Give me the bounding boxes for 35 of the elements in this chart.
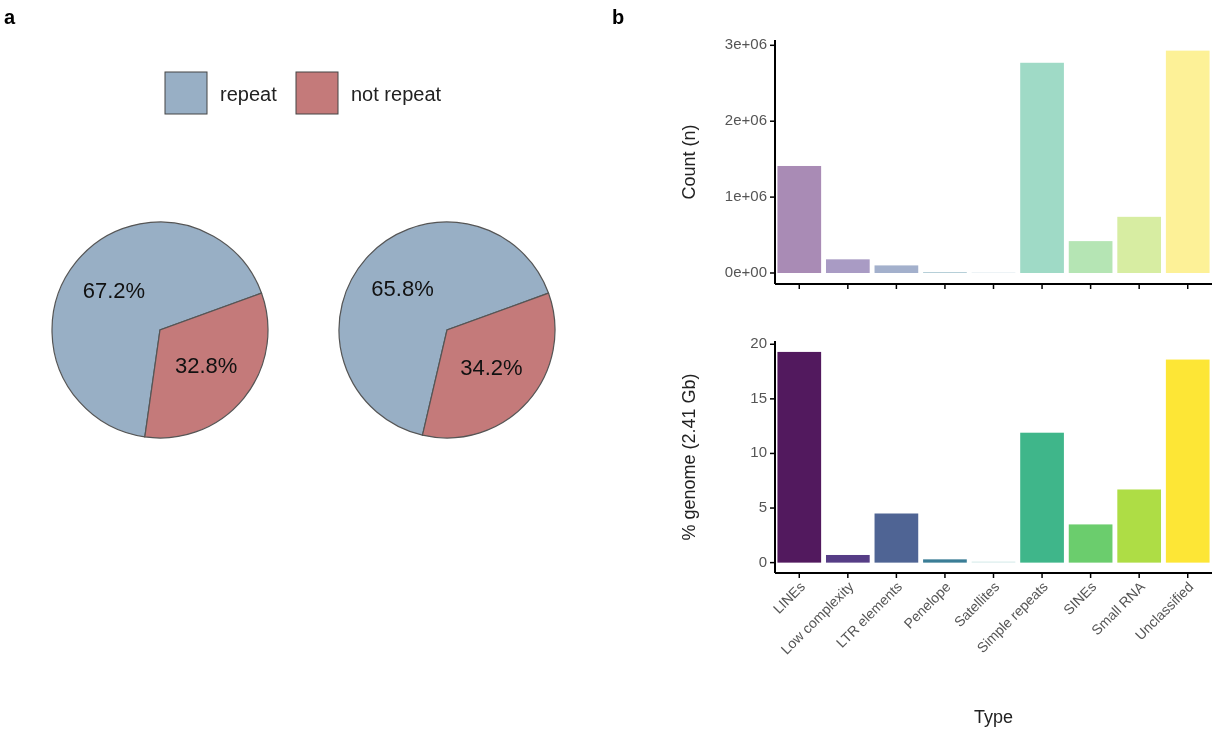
legend-label: repeat xyxy=(220,83,278,105)
y-tick-label: 15 xyxy=(750,388,767,406)
bar xyxy=(777,165,822,273)
bar xyxy=(1068,524,1113,563)
bar xyxy=(825,554,870,563)
y-tick-label: 0 xyxy=(758,552,767,570)
bar xyxy=(1068,241,1113,273)
bar xyxy=(1165,359,1210,563)
y-tick-label: 10 xyxy=(750,443,767,461)
bar xyxy=(1165,50,1210,273)
x-axis-title: Type xyxy=(973,707,1014,727)
y-axis-title: Count (n) xyxy=(679,124,699,200)
y-axis-title: % genome (2.41 Gb) xyxy=(679,373,699,541)
bar xyxy=(825,259,870,273)
y-tick-label: 3e+06 xyxy=(724,35,767,53)
bar xyxy=(1020,62,1064,273)
data-label: 32.8% xyxy=(174,353,238,379)
legend-label: not repeat xyxy=(351,83,442,105)
bar xyxy=(1117,216,1162,273)
bar xyxy=(874,265,919,273)
y-tick-label: 20 xyxy=(750,334,767,352)
bar xyxy=(923,559,967,563)
bar xyxy=(777,351,822,563)
data-label: 67.2% xyxy=(82,278,146,304)
bar xyxy=(1117,489,1162,563)
bar xyxy=(874,513,919,563)
y-tick-label: 1e+06 xyxy=(724,187,767,205)
y-tick-label: 0e+00 xyxy=(724,262,767,280)
y-tick-label: 5 xyxy=(758,498,767,516)
data-label: 34.2% xyxy=(460,355,523,381)
text: b xyxy=(612,6,625,28)
text: a xyxy=(4,6,16,28)
data-label: 65.8% xyxy=(371,276,434,302)
y-tick-label: 2e+06 xyxy=(724,111,767,129)
bar xyxy=(1020,432,1064,563)
